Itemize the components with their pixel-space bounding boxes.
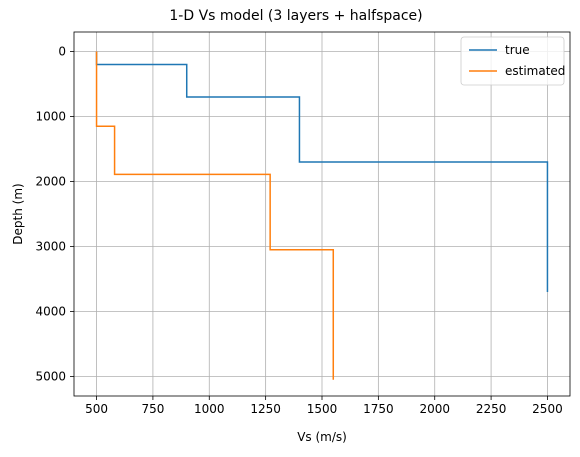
chart-title: 1-D Vs model (3 layers + halfspace) [169,8,422,24]
y-tick-label: 2000 [35,175,66,189]
y-axis-label: Depth (m) [11,183,25,244]
legend-box [460,36,565,86]
x-tick-label: 750 [141,402,164,416]
x-tick-label: 1500 [307,402,338,416]
y-tick-label: 5000 [35,370,66,384]
x-tick-label: 1000 [194,402,225,416]
y-tick-label: 1000 [35,110,66,124]
series-layer [95,51,549,380]
x-tick-label: 2250 [476,402,507,416]
ticks: 500 750 1000 1250 1500 1750 2000 2250 2500 0 1000 2… [35,45,562,417]
series-line-true [95,51,549,292]
x-tick-label: 2500 [532,402,563,416]
y-tick-label: 0 [58,45,66,59]
legend-label-estimated: estimated [505,64,565,78]
y-tick-label: 3000 [35,240,66,254]
x-tick-label: 1250 [250,402,281,416]
y-tick-label: 4000 [35,305,66,319]
legend: true estimated [460,36,565,86]
series-line-estimated [95,51,335,380]
legend-label-true: true [505,43,530,57]
x-tick-label: 500 [85,402,108,416]
x-tick-label: 1750 [363,402,394,416]
x-axis-label: Vs (m/s) [297,430,347,444]
x-tick-label: 2000 [419,402,450,416]
grid [74,32,570,396]
